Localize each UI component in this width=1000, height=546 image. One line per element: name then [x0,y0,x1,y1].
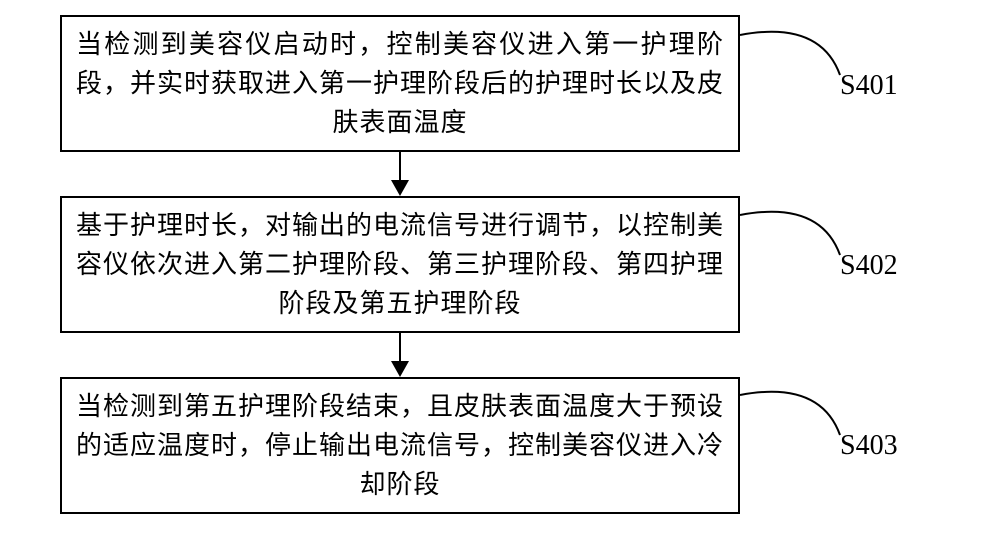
connector-s401 [740,25,930,95]
flowchart-node-s401: 当检测到美容仪启动时，控制美容仪进入第一护理阶段，并实时获取进入第一护理阶段后的… [60,15,740,152]
arrow-1 [60,152,740,196]
node-text: 当检测到美容仪启动时，控制美容仪进入第一护理阶段，并实时获取进入第一护理阶段后的… [76,25,724,142]
flowchart-node-s403: 当检测到第五护理阶段结束，且皮肤表面温度大于预设的适应温度时，停止输出电流信号，… [60,377,740,514]
step-label-s403: S403 [840,430,898,462]
connector-s402 [740,205,930,275]
node-text: 当检测到第五护理阶段结束，且皮肤表面温度大于预设的适应温度时，停止输出电流信号，… [76,387,724,504]
step-label-s402: S402 [840,250,898,282]
arrow-2 [60,333,740,377]
flowchart-container: 当检测到美容仪启动时，控制美容仪进入第一护理阶段，并实时获取进入第一护理阶段后的… [50,15,950,514]
flowchart-node-s402: 基于护理时长，对输出的电流信号进行调节，以控制美容仪依次进入第二护理阶段、第三护… [60,196,740,333]
connector-s403 [740,385,930,455]
step-label-s401: S401 [840,70,898,102]
node-text: 基于护理时长，对输出的电流信号进行调节，以控制美容仪依次进入第二护理阶段、第三护… [76,206,724,323]
